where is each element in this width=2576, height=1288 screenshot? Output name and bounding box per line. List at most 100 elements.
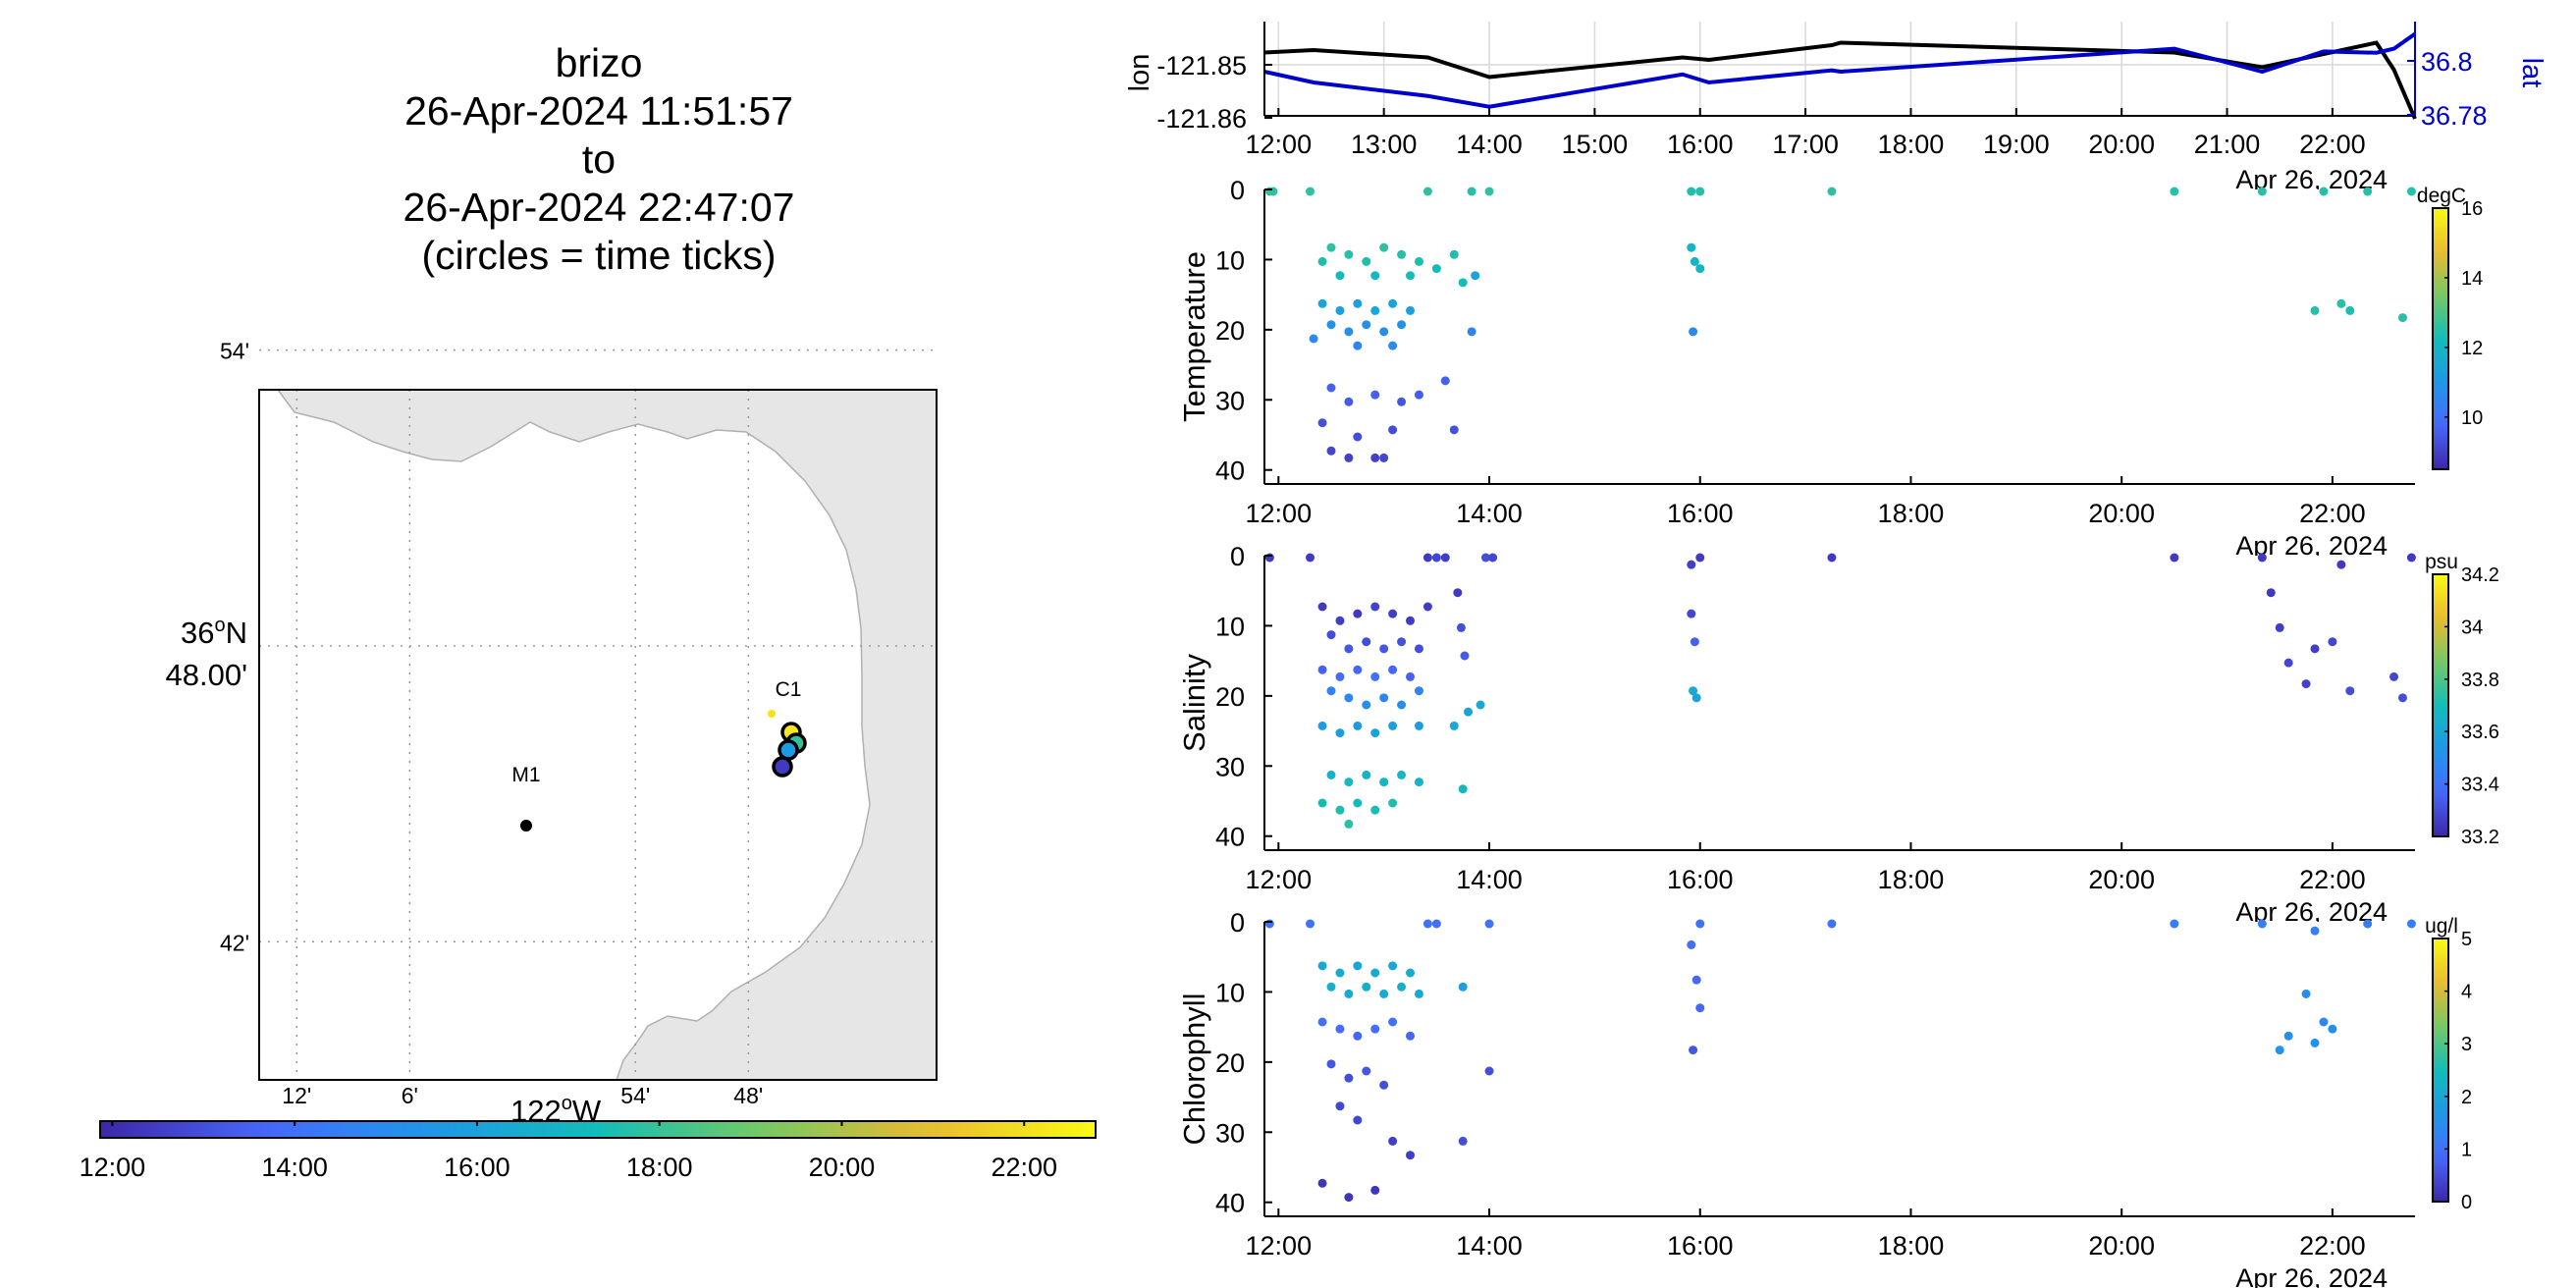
chlorophyll-data-point (1326, 982, 1336, 992)
salinity-data-point (2275, 622, 2284, 632)
salinity-data-point (1476, 700, 1485, 710)
station-c1-label: C1 (776, 678, 802, 701)
salinity-data-point (1306, 553, 1315, 563)
salinity-data-point (2389, 671, 2399, 681)
salinity-data-point (1440, 553, 1450, 563)
chlorophyll-data-point (2363, 919, 2373, 929)
temperature-data-point (1353, 341, 1363, 350)
chlorophyll-data-point (1695, 1003, 1705, 1013)
map-lat-tick-label: 42' (220, 930, 249, 955)
salinity-data-point (2397, 693, 2407, 703)
salinity-data-point (1422, 553, 1432, 563)
salinity-data-point (1370, 671, 1380, 681)
salinity-data-point (1414, 686, 1423, 696)
temperature-colorbar (2432, 207, 2449, 470)
time-colorbar-label: 12:00 (80, 1153, 146, 1182)
temperature-data-point (1695, 187, 1705, 196)
salinity-data-point (1379, 693, 1389, 703)
salinity-data-point (1422, 602, 1432, 612)
temperature-y-tick-label: 20 (1215, 316, 1245, 346)
salinity-data-point (1406, 671, 1416, 681)
salinity-data-point (1335, 728, 1345, 738)
salinity-data-point (1344, 693, 1354, 703)
track-x-tick-label: 12:00 (1246, 130, 1313, 159)
chlorophyll-data-point (1335, 1101, 1345, 1111)
chlorophyll-x-tick-label: 12:00 (1246, 1231, 1313, 1261)
salinity-colorbar-tick-label: 33.2 (2461, 827, 2499, 848)
title-note: (circles = time ticks) (421, 233, 777, 278)
chlorophyll-x-tick-label: 18:00 (1878, 1231, 1945, 1261)
salinity-colorbar-tick-label: 33.4 (2461, 775, 2499, 796)
salinity-data-point (1344, 819, 1354, 829)
temperature-plot-area (1264, 189, 2415, 484)
temperature-data-point (1264, 187, 1274, 196)
track-x-tick-label: 15:00 (1562, 130, 1629, 159)
salinity-data-point (1264, 553, 1274, 563)
temperature-x-tick-label: 22:00 (2299, 499, 2366, 528)
chlorophyll-data-point (1687, 939, 1696, 949)
temperature-data-point (1326, 383, 1336, 393)
chlorophyll-data-point (1397, 982, 1407, 992)
track-x-tick-label: 19:00 (1983, 130, 2050, 159)
salinity-data-point (1691, 693, 1701, 703)
chlorophyll-data-point (2406, 919, 2416, 929)
chlorophyll-y-tick-label: 20 (1215, 1048, 1245, 1078)
temperature-data-point (1344, 397, 1354, 406)
salinity-data-point (1344, 644, 1354, 654)
chlorophyll-data-point (1264, 919, 1274, 929)
temperature-data-point (1414, 390, 1423, 400)
chlorophyll-data-point (1344, 989, 1354, 998)
temperature-data-point (1397, 320, 1407, 330)
temperature-x-tick-label: 16:00 (1667, 499, 1734, 528)
chlorophyll-data-point (1406, 968, 1416, 978)
temperature-y-tick-label: 40 (1215, 456, 1245, 486)
temperature-colorbar-units: degC (2417, 185, 2466, 207)
track-x-tick-label: 17:00 (1772, 130, 1839, 159)
salinity-x-tick-label: 20:00 (2088, 865, 2155, 894)
map-title: brizo 26-Apr-2024 11:51:57 to 26-Apr-202… (324, 39, 874, 280)
salinity-data-point (1326, 630, 1336, 640)
salinity-data-point (1456, 622, 1466, 632)
salinity-y-tick-label: 30 (1215, 752, 1245, 781)
temperature-data-point (2406, 187, 2416, 196)
chlorophyll-data-point (2275, 1046, 2284, 1055)
temperature-data-point (1687, 187, 1696, 196)
chlorophyll-x-tick-label: 22:00 (2299, 1231, 2366, 1261)
map-lon-tick-label: 6' (402, 1083, 418, 1108)
salinity-data-point (1379, 778, 1389, 787)
salinity-data-point (1488, 553, 1498, 563)
salinity-plot-area (1264, 556, 2415, 850)
salinity-data-point (1687, 560, 1696, 569)
temperature-colorbar-tick-label: 14 (2461, 268, 2483, 290)
salinity-data-point (2257, 553, 2267, 563)
salinity-data-point (2310, 644, 2320, 654)
chlorophyll-data-point (1362, 1066, 1371, 1076)
salinity-data-point (1353, 609, 1363, 618)
temperature-data-point (1370, 271, 1380, 281)
salinity-data-point (1431, 553, 1441, 563)
salinity-colorbar-units: psu (2425, 551, 2458, 573)
chlorophyll-data-point (2257, 919, 2267, 929)
track-x-tick-label: 14:00 (1456, 130, 1523, 159)
salinity-data-point (1414, 644, 1423, 654)
chlorophyll-data-point (1317, 961, 1327, 971)
salinity-data-point (1397, 700, 1407, 710)
chlorophyll-data-point (1431, 919, 1441, 929)
chlorophyll-data-point (1353, 1031, 1363, 1041)
temperature-x-tick-label: 20:00 (2088, 499, 2155, 528)
salinity-data-point (2301, 679, 2311, 689)
salinity-data-point (1317, 721, 1327, 730)
temperature-data-point (1268, 187, 1278, 196)
salinity-data-point (2406, 553, 2416, 563)
salinity-data-point (1690, 637, 1699, 647)
chlorophyll-data-point (1695, 919, 1705, 929)
temperature-data-point (1467, 327, 1476, 337)
temperature-data-point (1306, 187, 1315, 196)
map-lon-tick-label: 48' (733, 1083, 763, 1108)
salinity-data-point (1388, 609, 1398, 618)
chlorophyll-data-point (2328, 1024, 2337, 1034)
chlorophyll-y-tick-label: 40 (1215, 1189, 1245, 1218)
salinity-data-point (1449, 721, 1459, 730)
chlorophyll-data-point (1335, 1024, 1345, 1034)
